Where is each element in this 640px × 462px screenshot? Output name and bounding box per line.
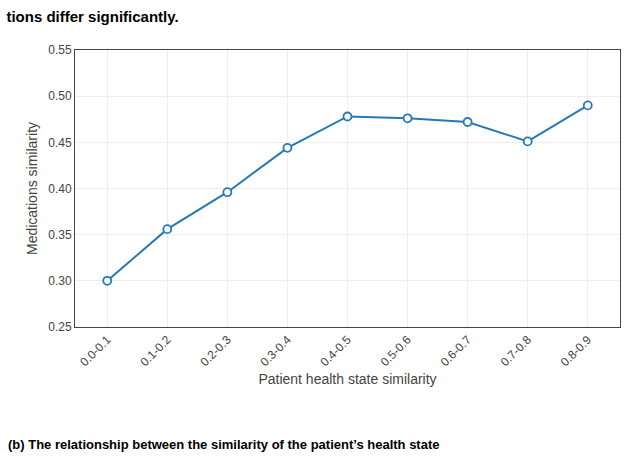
svg-text:0.7-0.8: 0.7-0.8 <box>498 333 535 370</box>
svg-text:0.25: 0.25 <box>48 320 72 334</box>
svg-text:0.35: 0.35 <box>48 228 72 242</box>
svg-text:(b) The relationship between t: (b) The relationship between the similar… <box>8 437 439 452</box>
svg-text:0.5-0.6: 0.5-0.6 <box>378 333 415 370</box>
svg-text:0.4-0.5: 0.4-0.5 <box>318 333 355 370</box>
svg-text:0.6-0.7: 0.6-0.7 <box>438 333 475 370</box>
svg-text:0.40: 0.40 <box>48 182 72 196</box>
svg-text:0.3-0.4: 0.3-0.4 <box>257 333 294 370</box>
svg-text:0.2-0.3: 0.2-0.3 <box>197 333 234 370</box>
svg-text:Medications similarity: Medications similarity <box>24 122 40 255</box>
svg-text:tions differ significantly.: tions differ significantly. <box>6 8 178 25</box>
svg-text:0.8-0.9: 0.8-0.9 <box>558 333 595 370</box>
svg-text:0.50: 0.50 <box>48 89 72 103</box>
svg-text:0.1-0.2: 0.1-0.2 <box>137 333 174 370</box>
svg-text:0.30: 0.30 <box>48 274 72 288</box>
svg-text:0.0-0.1: 0.0-0.1 <box>77 333 114 370</box>
svg-text:0.55: 0.55 <box>48 43 72 57</box>
svg-text:0.45: 0.45 <box>48 136 72 150</box>
svg-text:Patient health state similarit: Patient health state similarity <box>258 371 436 387</box>
